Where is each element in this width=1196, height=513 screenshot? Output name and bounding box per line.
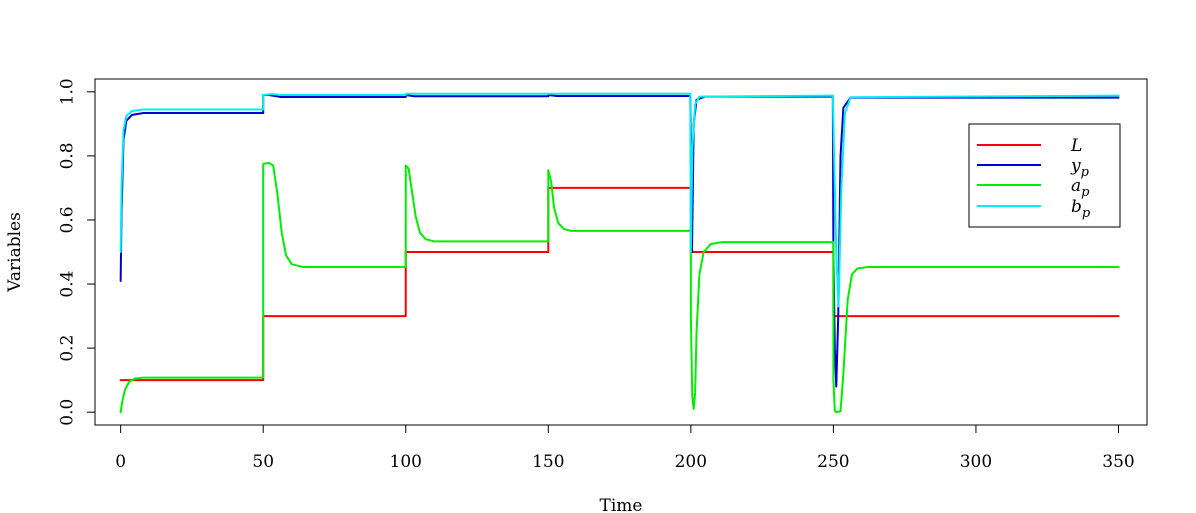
y-axis: 0.0 0.2 0.4 0.6 0.8 1.0	[58, 78, 96, 426]
x-axis: 0 50 100 150 200 250 300 350	[115, 424, 1135, 472]
legend-box	[968, 123, 1121, 228]
series-line-2	[119, 94, 1120, 388]
y-tick-label: 0.8	[58, 142, 78, 169]
legend-label: yp	[1070, 156, 1090, 180]
y-axis-label: Variables	[5, 212, 25, 293]
series-layer	[119, 92, 1120, 414]
y-tick-label: 0.6	[58, 206, 78, 233]
x-tick-label: 50	[252, 452, 274, 472]
x-tick-label: 0	[115, 452, 126, 472]
series-line-3	[119, 161, 1120, 414]
x-tick-label: 250	[817, 452, 849, 472]
y-tick-label: 0.2	[58, 335, 78, 362]
x-tick-label: 300	[960, 452, 992, 472]
legend-label: ap	[1071, 176, 1090, 200]
x-tick-label: 200	[675, 452, 707, 472]
x-axis-label: Time	[600, 496, 643, 513]
series-line-4	[119, 92, 1120, 308]
x-tick-label: 150	[532, 452, 564, 472]
y-tick-label: 0.0	[58, 399, 78, 426]
legend-label: bp	[1071, 197, 1091, 221]
y-tick-label: 0.4	[58, 271, 78, 298]
y-tick-label: 1.0	[58, 78, 78, 105]
legend-label: L	[1070, 136, 1082, 156]
x-tick-label: 350	[1102, 452, 1134, 472]
x-tick-label: 100	[390, 452, 422, 472]
